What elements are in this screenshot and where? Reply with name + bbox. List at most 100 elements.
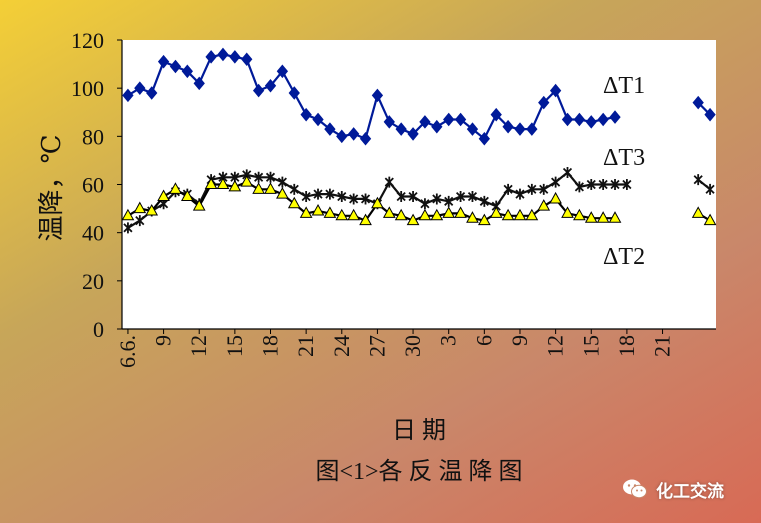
series-1 xyxy=(122,47,716,146)
legend-label: ΔT2 xyxy=(603,244,645,270)
x-tick-labels: 6.6. 9 12 15 18 21 24 27 30 3 6 9 12 15 18 21 xyxy=(115,335,675,368)
series-line xyxy=(127,53,616,141)
data-point xyxy=(467,191,478,203)
data-point xyxy=(157,189,170,202)
data-point xyxy=(265,171,276,183)
data-point xyxy=(573,112,586,127)
data-point xyxy=(277,176,287,188)
data-point xyxy=(337,191,347,203)
data-point xyxy=(596,211,610,223)
data-point xyxy=(276,187,289,199)
data-point xyxy=(157,54,170,69)
data-point xyxy=(359,213,372,226)
data-point xyxy=(513,208,527,221)
x-tick-label: 18 xyxy=(258,335,283,357)
series-group xyxy=(121,47,717,234)
data-point xyxy=(432,193,442,205)
y-axis-title: 温降，℃ xyxy=(37,134,66,241)
data-point xyxy=(503,183,513,195)
data-point xyxy=(287,196,301,209)
x-tick-label: 24 xyxy=(329,335,354,357)
data-point xyxy=(408,191,418,203)
x-tick-label: 3 xyxy=(436,335,461,346)
axes xyxy=(117,39,716,334)
data-point xyxy=(608,211,622,223)
data-point xyxy=(145,203,159,216)
data-point xyxy=(502,119,514,134)
data-point xyxy=(349,193,359,205)
data-point xyxy=(323,206,337,218)
data-point xyxy=(228,179,242,192)
data-point xyxy=(123,222,133,234)
data-point xyxy=(300,107,312,122)
data-point xyxy=(551,176,561,188)
data-point xyxy=(537,199,551,211)
watermark-text: 化工交流 xyxy=(656,481,724,502)
data-point xyxy=(169,59,182,74)
data-point xyxy=(442,206,456,218)
data-point xyxy=(418,208,432,221)
data-point xyxy=(501,208,515,221)
data-point xyxy=(407,127,419,141)
data-point xyxy=(324,122,336,136)
data-point xyxy=(584,211,598,223)
data-point xyxy=(561,206,574,218)
y-tick-label: 120 xyxy=(71,28,104,53)
x-tick-label: 6.6. xyxy=(115,335,140,368)
data-point xyxy=(395,122,407,136)
data-point xyxy=(478,131,490,146)
data-point xyxy=(455,191,466,203)
data-point xyxy=(193,76,205,91)
data-point xyxy=(311,203,325,216)
data-point xyxy=(490,107,502,122)
data-point xyxy=(325,188,335,200)
data-point xyxy=(693,174,703,186)
y-tick-label: 80 xyxy=(82,124,104,149)
y-tick-label: 0 xyxy=(93,317,104,342)
data-point xyxy=(477,213,491,226)
data-point xyxy=(216,177,230,189)
data-point xyxy=(466,211,479,223)
data-point xyxy=(335,208,349,221)
x-tick-label: 12 xyxy=(543,335,568,357)
data-point xyxy=(348,127,360,141)
data-point xyxy=(704,107,716,122)
data-point xyxy=(515,188,525,200)
data-point xyxy=(420,198,430,210)
data-point xyxy=(396,191,406,203)
data-point xyxy=(312,112,324,127)
data-point xyxy=(479,195,489,207)
data-point xyxy=(181,64,193,79)
data-point xyxy=(252,182,265,194)
data-point xyxy=(597,112,609,127)
data-point xyxy=(240,175,254,187)
wechat-icon xyxy=(623,479,647,499)
data-point xyxy=(406,213,420,226)
data-point xyxy=(299,206,313,218)
data-point xyxy=(382,206,396,218)
y-tick-label: 40 xyxy=(82,221,104,246)
x-tick-label: 27 xyxy=(364,335,389,357)
data-point xyxy=(288,86,300,100)
y-tick-label: 60 xyxy=(82,173,104,198)
legend: ΔT1 ΔT3 ΔT2 xyxy=(603,73,645,270)
data-point xyxy=(121,208,135,221)
data-point xyxy=(169,182,182,194)
data-point xyxy=(585,115,597,129)
x-tick-label: 30 xyxy=(400,335,425,357)
x-tick-label: 6 xyxy=(471,335,496,346)
data-point xyxy=(371,88,384,103)
data-point xyxy=(241,52,253,67)
data-point xyxy=(217,47,229,62)
data-point xyxy=(466,122,479,136)
data-point xyxy=(598,179,608,190)
data-point xyxy=(561,112,574,127)
data-point xyxy=(122,88,134,103)
data-point xyxy=(371,196,384,209)
data-point xyxy=(264,78,277,93)
data-point xyxy=(573,208,586,221)
data-point xyxy=(610,179,620,190)
data-point xyxy=(301,191,311,203)
data-point xyxy=(431,119,443,134)
data-point xyxy=(489,206,503,218)
